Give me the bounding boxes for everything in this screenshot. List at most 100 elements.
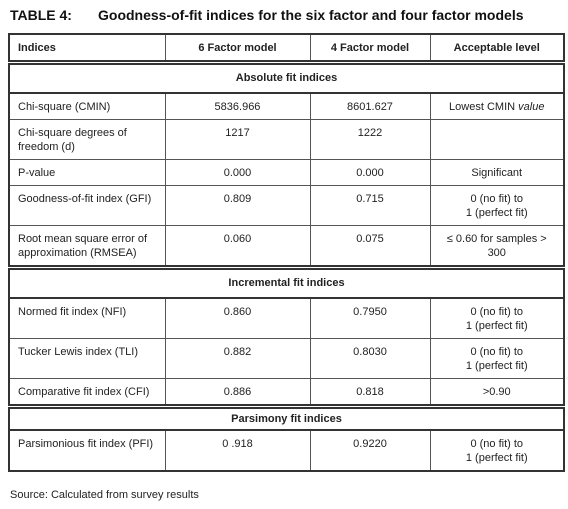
cell-line: 0.075 xyxy=(356,233,384,245)
value-cell: 0 (no fit) to 1 (perfect fit) xyxy=(429,338,565,379)
title-label: TABLE 4: xyxy=(10,7,72,23)
table-title: TABLE 4: Goodness-of-fit indices for the … xyxy=(10,7,524,23)
cell-line: 0 (no fit) to xyxy=(470,193,524,205)
index-cell: Normed fit index (NFI) xyxy=(8,297,166,339)
index-cell: Tucker Lewis index (TLI) xyxy=(8,338,166,379)
cell-line: 0 (no fit) to xyxy=(470,306,524,318)
section-row: Absolute fit indices xyxy=(8,60,565,94)
cell-line: 0 (no fit) to xyxy=(470,346,524,358)
value-cell: 0 .918 xyxy=(164,429,311,472)
value-cell xyxy=(429,119,565,160)
cell-line: 0.818 xyxy=(356,386,384,398)
value-cell: 0.886 xyxy=(164,378,311,407)
value-cell: 0.715 xyxy=(309,185,431,226)
data-row: P-value 0.000 0.000 Significant xyxy=(8,159,565,186)
cell-line: Chi-square degrees of xyxy=(18,127,127,139)
value-cell: 0 (no fit) to 1 (perfect fit) xyxy=(429,297,565,339)
cell-line: 0 (no fit) to xyxy=(470,438,524,450)
cell-line: 8601.627 xyxy=(347,101,393,113)
cell-line: freedom (d) xyxy=(18,141,75,153)
value-cell: 0.860 xyxy=(164,297,311,339)
cell-line: Normed fit index (NFI) xyxy=(18,306,127,318)
value-cell: 0.809 xyxy=(164,185,311,226)
cell-line: 1 (perfect fit) xyxy=(465,452,528,464)
value-cell: 0 (no fit) to 1 (perfect fit) xyxy=(429,185,565,226)
data-row: Root mean square error of approximation (… xyxy=(8,225,565,268)
section-title: Incremental fit indices xyxy=(8,265,565,299)
section-title: Absolute fit indices xyxy=(8,60,565,94)
cell-line: approximation (RMSEA) xyxy=(18,247,137,259)
value-cell: 8601.627 xyxy=(309,92,431,120)
data-row: Goodness-of-fit index (GFI) 0.809 0.715 0 (… xyxy=(8,185,565,226)
section-row: Parsimony fit indices xyxy=(8,404,565,431)
table-body: Indices 6 Factor model 4 Factor model Accep… xyxy=(8,33,565,472)
value-cell: 0.818 xyxy=(309,378,431,407)
cell-line: 0.886 xyxy=(223,386,252,398)
value-cell: 0.000 xyxy=(164,159,311,186)
header-row: Indices 6 Factor model 4 Factor model Accep… xyxy=(8,33,565,63)
value-cell: 0 (no fit) to 1 (perfect fit) xyxy=(429,429,565,472)
cell-line: 0.000 xyxy=(356,167,384,179)
header-cell: 4 Factor model xyxy=(309,33,431,63)
cell-line: 0.000 xyxy=(223,167,252,179)
index-cell: Root mean square error of approximation (… xyxy=(8,225,166,268)
value-cell: Lowest CMIN value xyxy=(429,92,565,120)
data-row: Chi-square degrees of freedom (d) 1217 1222 xyxy=(8,119,565,160)
cell-line: Chi-square (CMIN) xyxy=(18,101,111,113)
value-cell: 1222 xyxy=(309,119,431,160)
data-row: Parsimonious fit index (PFI) 0 .918 0.9220… xyxy=(8,429,565,472)
value-cell: Significant xyxy=(429,159,565,186)
cell-line: 1217 xyxy=(225,127,250,139)
cell-line: 0.882 xyxy=(223,346,252,358)
cell-line: 1 (perfect fit) xyxy=(465,320,528,332)
cell-line: 0.715 xyxy=(356,193,384,205)
cell-line: 0.7950 xyxy=(353,306,387,318)
cell-line: P-value xyxy=(18,167,56,179)
header-cell: Acceptable level xyxy=(429,33,565,63)
cell-line: 300 xyxy=(487,247,506,259)
index-cell: Chi-square degrees of freedom (d) xyxy=(8,119,166,160)
cell-line: Lowest CMIN value xyxy=(437,100,558,114)
fit-table: Indices 6 Factor model 4 Factor model Accep… xyxy=(8,33,565,472)
value-cell: 0.075 xyxy=(309,225,431,268)
cell-line: 0.809 xyxy=(223,193,252,205)
value-cell: 0.9220 xyxy=(309,429,431,472)
cell-italic: value xyxy=(518,101,545,113)
index-cell: Parsimonious fit index (PFI) xyxy=(8,429,166,472)
data-row: Normed fit index (NFI) 0.860 0.7950 0 (no f… xyxy=(8,297,565,339)
cell-line: 1 (perfect fit) xyxy=(465,207,528,219)
cell-line: Goodness-of-fit index (GFI) xyxy=(18,193,152,205)
value-cell: 1217 xyxy=(164,119,311,160)
data-row: Comparative fit index (CFI) 0.886 0.818 >0.… xyxy=(8,378,565,407)
cell-line: >0.90 xyxy=(482,386,511,398)
value-cell: 0.8030 xyxy=(309,338,431,379)
cell-line: 5836.966 xyxy=(214,101,261,113)
section-row: Incremental fit indices xyxy=(8,265,565,299)
cell-line: Comparative fit index (CFI) xyxy=(18,386,150,398)
value-cell: 0.000 xyxy=(309,159,431,186)
cell-line: ≤ 0.60 for samples > xyxy=(446,233,547,245)
title-text: Goodness-of-fit indices for the six fact… xyxy=(98,7,524,23)
value-cell: 5836.966 xyxy=(164,92,311,120)
index-cell: P-value xyxy=(8,159,166,186)
section-title: Parsimony fit indices xyxy=(8,404,565,431)
cell-line: 0.8030 xyxy=(353,346,387,358)
cell-line: 0.860 xyxy=(223,306,252,318)
cell-line: 0 .918 xyxy=(222,438,253,450)
header-cell: 6 Factor model xyxy=(164,33,311,63)
cell-line: Parsimonious fit index (PFI) xyxy=(18,438,154,450)
cell-line: 0.9220 xyxy=(353,438,387,450)
cell-line: Significant xyxy=(471,167,523,179)
cell-line: 0.060 xyxy=(223,233,252,245)
index-cell: Comparative fit index (CFI) xyxy=(8,378,166,407)
value-cell: >0.90 xyxy=(429,378,565,407)
index-cell: Goodness-of-fit index (GFI) xyxy=(8,185,166,226)
value-cell: 0.060 xyxy=(164,225,311,268)
cell-line: Root mean square error of xyxy=(18,233,148,245)
cell-line: 1 (perfect fit) xyxy=(465,360,528,372)
index-cell: Chi-square (CMIN) xyxy=(8,92,166,120)
cell-line: Tucker Lewis index (TLI) xyxy=(18,346,139,358)
cell-text: Lowest CMIN xyxy=(449,101,516,113)
data-row: Chi-square (CMIN) 5836.966 8601.627 Lowest … xyxy=(8,92,565,120)
